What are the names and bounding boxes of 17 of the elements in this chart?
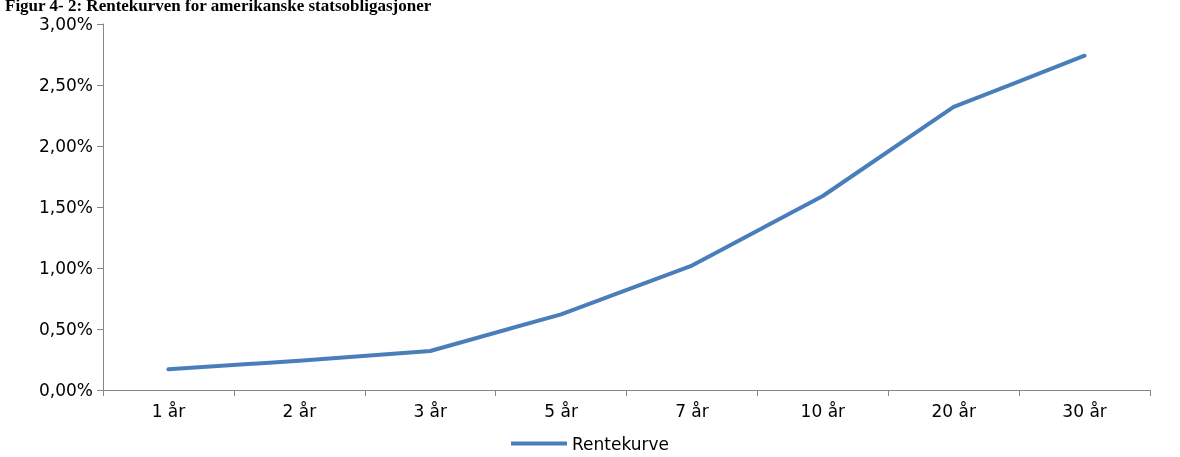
y-tick-label: 0,00% — [38, 380, 93, 400]
y-tick-label: 1,00% — [38, 258, 93, 278]
y-tick-label: 3,00% — [38, 14, 93, 34]
x-tick-label: 30 år — [1062, 400, 1107, 421]
x-tick-label: 1 år — [151, 400, 186, 421]
x-tick-label: 10 år — [800, 400, 846, 421]
x-tick-label: 20 år — [931, 400, 976, 421]
y-tick-label: 2,50% — [38, 75, 93, 95]
x-tick-label: 3 år — [413, 400, 448, 421]
x-tick-label: 7 år — [675, 400, 709, 421]
x-tick-label: 5 år — [544, 400, 578, 421]
x-tick-label: 2 år — [282, 400, 317, 421]
y-tick-label: 2,00% — [38, 136, 93, 156]
y-tick-label: 1,50% — [38, 197, 93, 217]
legend-label: Rentekurve — [571, 433, 670, 454]
y-tick-label: 0,50% — [38, 319, 93, 339]
line-series — [166, 53, 1087, 372]
